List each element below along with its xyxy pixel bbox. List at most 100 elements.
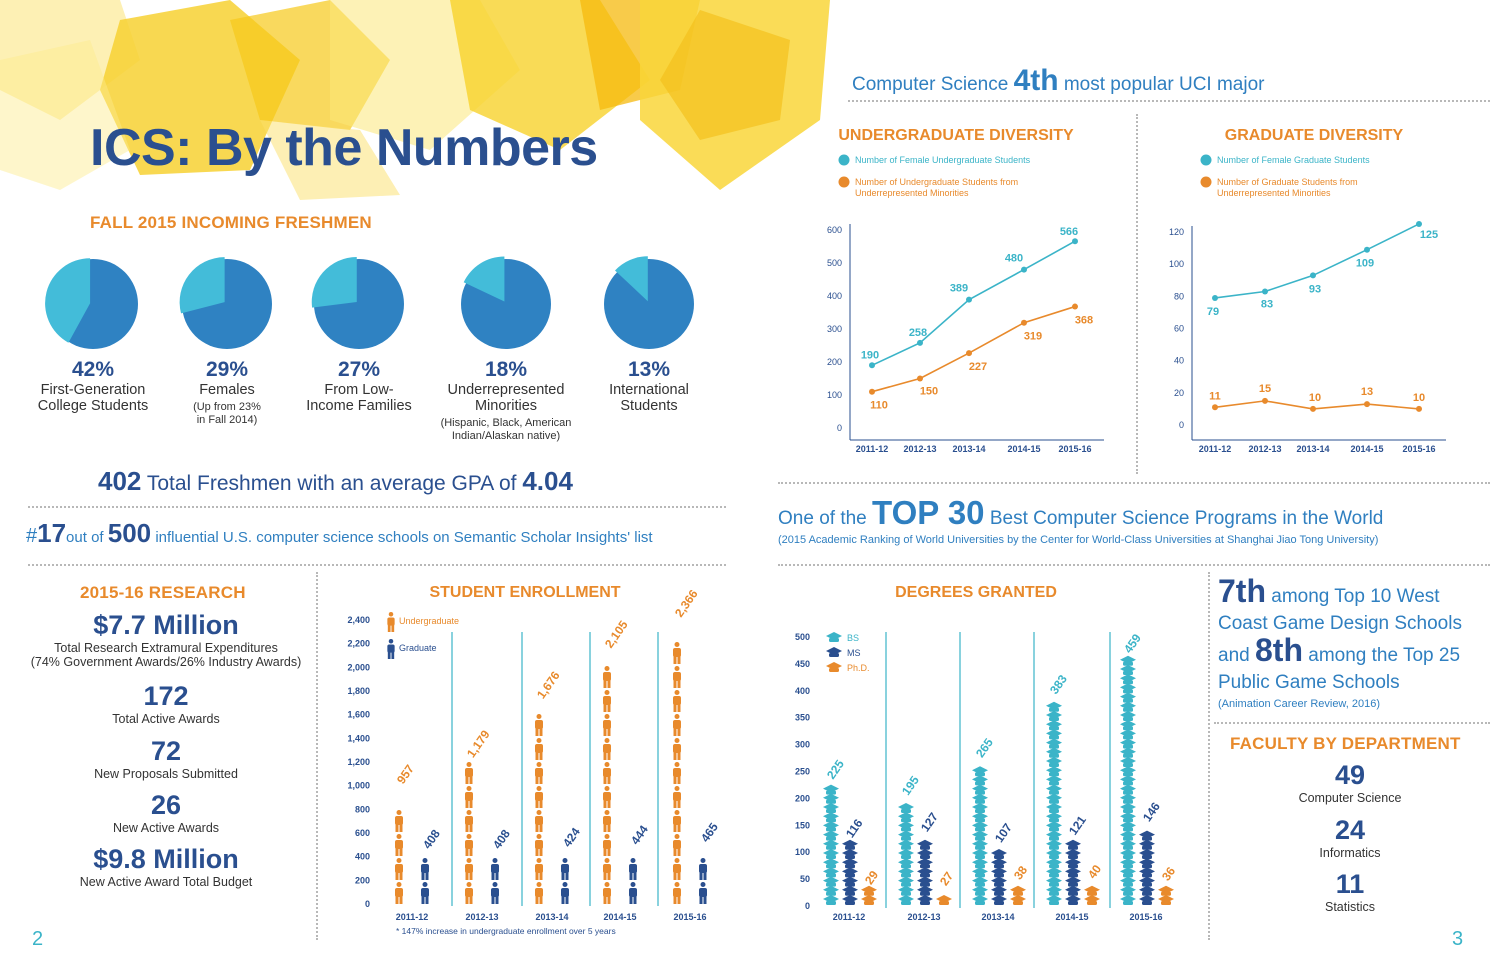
grad-cap-icon (1120, 711, 1136, 721)
research-stat: $7.7 Million Total Research Extramural Ex… (20, 610, 312, 669)
grad-cap-icon (898, 803, 914, 813)
grad-cap-icon (917, 858, 933, 869)
data-point (1364, 246, 1370, 253)
divider (848, 100, 1490, 102)
legend-label: Number of Female Undergraduate Students (855, 155, 1031, 165)
y-tick-label: 2,400 (347, 615, 370, 625)
x-tick-label: 2013-14 (535, 912, 568, 922)
grad-cap-icon (1120, 849, 1136, 859)
scholar-mid: out of (66, 529, 104, 546)
y-tick-label: 2,200 (347, 639, 370, 649)
game-note: (Animation Career Review, 2016) (1218, 698, 1381, 710)
person-icon (535, 882, 543, 904)
grad-cap-icon (1158, 895, 1174, 905)
legend-label: Undergraduate (399, 616, 459, 626)
grad-cap-icon (898, 885, 914, 896)
total-freshmen-number: 402 (98, 466, 142, 496)
game-line4: Public Game Schools (1218, 672, 1400, 693)
person-icon (491, 858, 499, 880)
pie-slice (311, 257, 357, 308)
freshmen-heading: FALL 2015 INCOMING FRESHMEN (90, 213, 372, 232)
x-tick-label: 2013-14 (1296, 444, 1329, 454)
y-tick-label: 200 (795, 793, 810, 803)
grad-cap-icon (823, 839, 839, 850)
grad-cap-icon (823, 849, 839, 859)
person-icon (465, 858, 473, 880)
data-point (1072, 238, 1078, 245)
grad-cap-icon (823, 830, 839, 841)
grad-cap-icon (1046, 711, 1062, 721)
grad-cap-icon (1139, 895, 1155, 905)
data-point (869, 362, 875, 369)
freshmen-total: 402 Total Freshmen with an average GPA o… (98, 466, 573, 497)
data-label: 227 (969, 361, 987, 373)
grad-cap-icon (823, 793, 839, 804)
y-tick-label: 400 (355, 852, 370, 862)
chart-title: UNDERGRADUATE DIVERSITY (838, 127, 1074, 144)
grad-cap-icon (823, 803, 839, 813)
research-stat-number: 26 (150, 790, 182, 820)
freshmen-pie (604, 256, 694, 349)
y-tick-label: 300 (827, 324, 842, 334)
data-point (917, 339, 923, 346)
pie-label-line2: Students (620, 398, 678, 414)
legend-label: BS (847, 633, 859, 643)
grad-cap-icon (898, 849, 914, 859)
person-icon (561, 882, 569, 904)
person-icon (603, 834, 611, 856)
data-label: 444 (628, 822, 651, 847)
y-tick-label: 450 (795, 659, 810, 669)
legend-label: Number of Female Graduate Students (1217, 155, 1370, 165)
freshmen-pie-label: 42% First-Generation College Students (18, 358, 168, 414)
grad-cap-icon (1120, 674, 1136, 685)
grad-cap-icon (842, 876, 858, 887)
y-tick-label: 50 (800, 874, 810, 884)
grad-cap-icon (823, 812, 839, 823)
legend-label: Graduate (399, 643, 437, 653)
game-rank-8: 8th (1254, 632, 1303, 668)
x-tick-label: 2012-13 (1248, 444, 1281, 454)
grad-cap-icon (826, 632, 842, 642)
pie-slice (45, 258, 91, 343)
grad-cap-icon (972, 849, 988, 859)
person-icon (673, 714, 681, 736)
grad-cap-icon (823, 895, 839, 905)
top30-prefix: One of the (778, 508, 867, 529)
grad-cap-icon (1139, 849, 1155, 859)
person-icon (465, 762, 473, 784)
data-label: 566 (1060, 226, 1078, 238)
faculty-stat: 11 Statistics (1250, 869, 1450, 914)
y-tick-label: 600 (827, 225, 842, 235)
data-label: 225 (824, 757, 847, 782)
grad-cap-icon (1139, 867, 1155, 878)
grad-cap-icon (972, 803, 988, 813)
grad-cap-icon (1046, 803, 1062, 813)
grad-cap-icon (1120, 858, 1136, 869)
y-tick-label: 500 (795, 632, 810, 642)
divider (1136, 114, 1138, 474)
game-line3a: and (1218, 645, 1250, 666)
grad-cap-icon (1139, 858, 1155, 869)
person-icon (535, 786, 543, 808)
person-icon (673, 690, 681, 712)
data-point (1021, 319, 1027, 326)
pie-label-line1: First-Generation (40, 382, 146, 398)
pie-note: (Up from 23% in Fall 2014) (152, 401, 302, 427)
data-point (1021, 266, 1027, 273)
pie-percent: 13% (627, 358, 671, 381)
grad-cap-icon (1120, 701, 1136, 712)
x-tick-label: 2015-16 (1058, 444, 1091, 454)
x-tick-label: 2013-14 (981, 912, 1014, 922)
average-gpa: 4.04 (522, 466, 573, 496)
page-number-right: 3 (1452, 928, 1464, 950)
divider (316, 572, 318, 940)
freshmen-pie (179, 257, 272, 349)
grad-cap-icon (1046, 784, 1062, 795)
grad-cap-icon (823, 867, 839, 878)
legend-marker (1200, 154, 1212, 166)
grad-cap-icon (898, 895, 914, 905)
person-icon (603, 882, 611, 904)
grad-cap-icon (1120, 747, 1136, 758)
game-line3c: among the Top 25 (1308, 645, 1461, 666)
grad-cap-icon (1046, 775, 1062, 786)
